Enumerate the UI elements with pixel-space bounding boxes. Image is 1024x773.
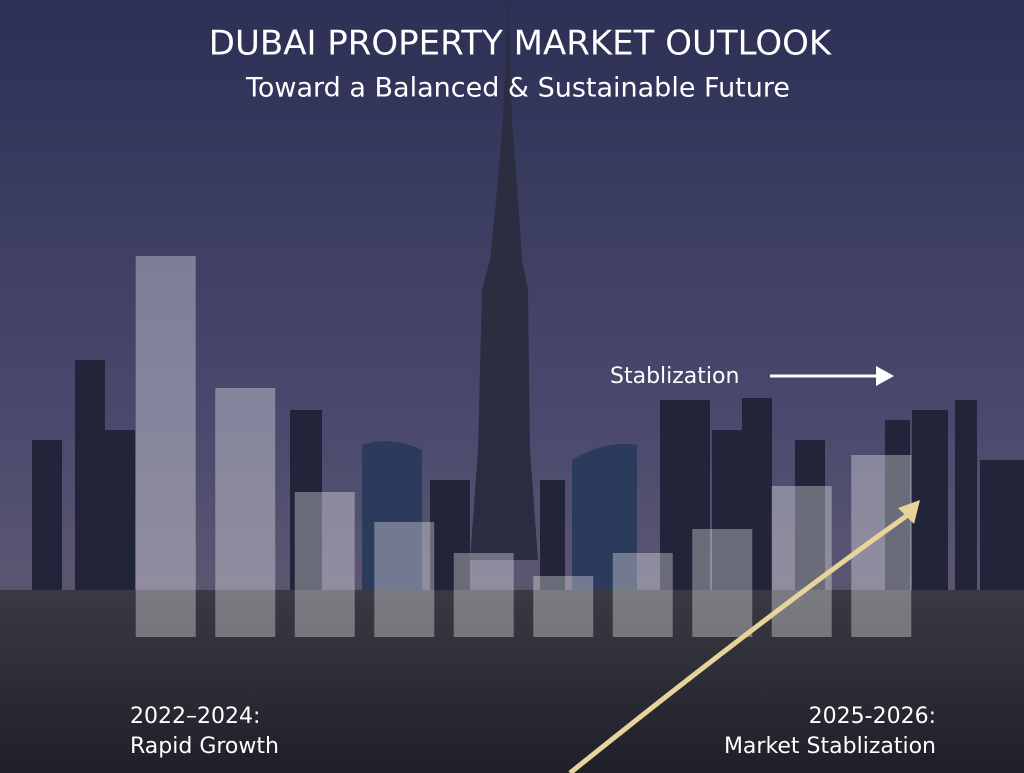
bar (851, 455, 912, 637)
bar (533, 576, 594, 637)
bar (453, 553, 514, 637)
annotation: Rapid Growth (130, 734, 279, 759)
city-ground (0, 590, 1024, 773)
skyline (32, 0, 1024, 590)
bar (215, 388, 276, 637)
annotation: Stablization (610, 364, 739, 389)
annotation: Market Stablization (724, 734, 936, 759)
chart-subtitle: Toward a Balanced & Sustainable Future (245, 73, 790, 104)
annotation-arrowhead (876, 366, 894, 386)
bar (374, 522, 435, 637)
annotation: 2025-2026: (809, 704, 936, 729)
trend-arrowhead (898, 500, 920, 524)
chart-title: DUBAI PROPERTY MARKET OUTLOOK (209, 24, 833, 64)
bar (612, 553, 673, 637)
annotation: 2022–2024: (130, 704, 260, 729)
trend-arrow (568, 509, 914, 773)
bar (135, 256, 196, 637)
bar (771, 486, 832, 637)
bar (294, 492, 355, 637)
bars (135, 256, 912, 637)
bar (692, 529, 753, 637)
